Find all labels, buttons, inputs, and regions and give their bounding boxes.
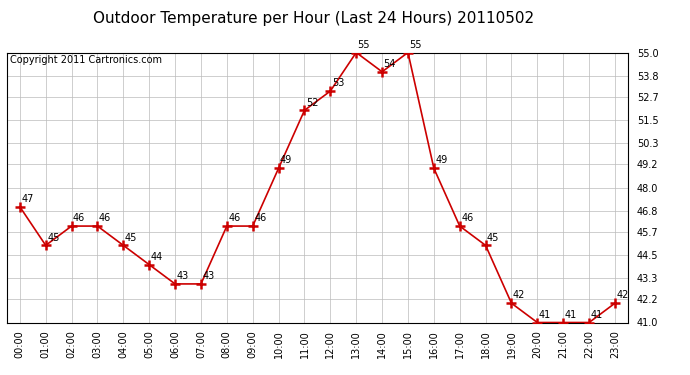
Text: 55: 55 <box>409 40 422 50</box>
Text: 52: 52 <box>306 98 318 108</box>
Text: Copyright 2011 Cartronics.com: Copyright 2011 Cartronics.com <box>10 55 162 65</box>
Text: 46: 46 <box>254 213 266 223</box>
Text: 41: 41 <box>564 310 577 320</box>
Text: 45: 45 <box>125 232 137 243</box>
Text: 43: 43 <box>202 271 215 281</box>
Text: 55: 55 <box>357 40 370 50</box>
Text: 54: 54 <box>384 59 396 69</box>
Text: 46: 46 <box>461 213 473 223</box>
Text: 46: 46 <box>73 213 86 223</box>
Text: 53: 53 <box>332 78 344 88</box>
Text: 42: 42 <box>616 290 629 300</box>
Text: 44: 44 <box>150 252 163 262</box>
Text: 46: 46 <box>228 213 241 223</box>
Text: Outdoor Temperature per Hour (Last 24 Hours) 20110502: Outdoor Temperature per Hour (Last 24 Ho… <box>93 11 535 26</box>
Text: 41: 41 <box>539 310 551 320</box>
Text: 45: 45 <box>47 232 59 243</box>
Text: 43: 43 <box>177 271 189 281</box>
Text: 49: 49 <box>435 155 448 165</box>
Text: 49: 49 <box>280 155 293 165</box>
Text: 42: 42 <box>513 290 525 300</box>
Text: 45: 45 <box>487 232 500 243</box>
Text: 46: 46 <box>99 213 111 223</box>
Text: 47: 47 <box>21 194 34 204</box>
Text: 41: 41 <box>591 310 603 320</box>
